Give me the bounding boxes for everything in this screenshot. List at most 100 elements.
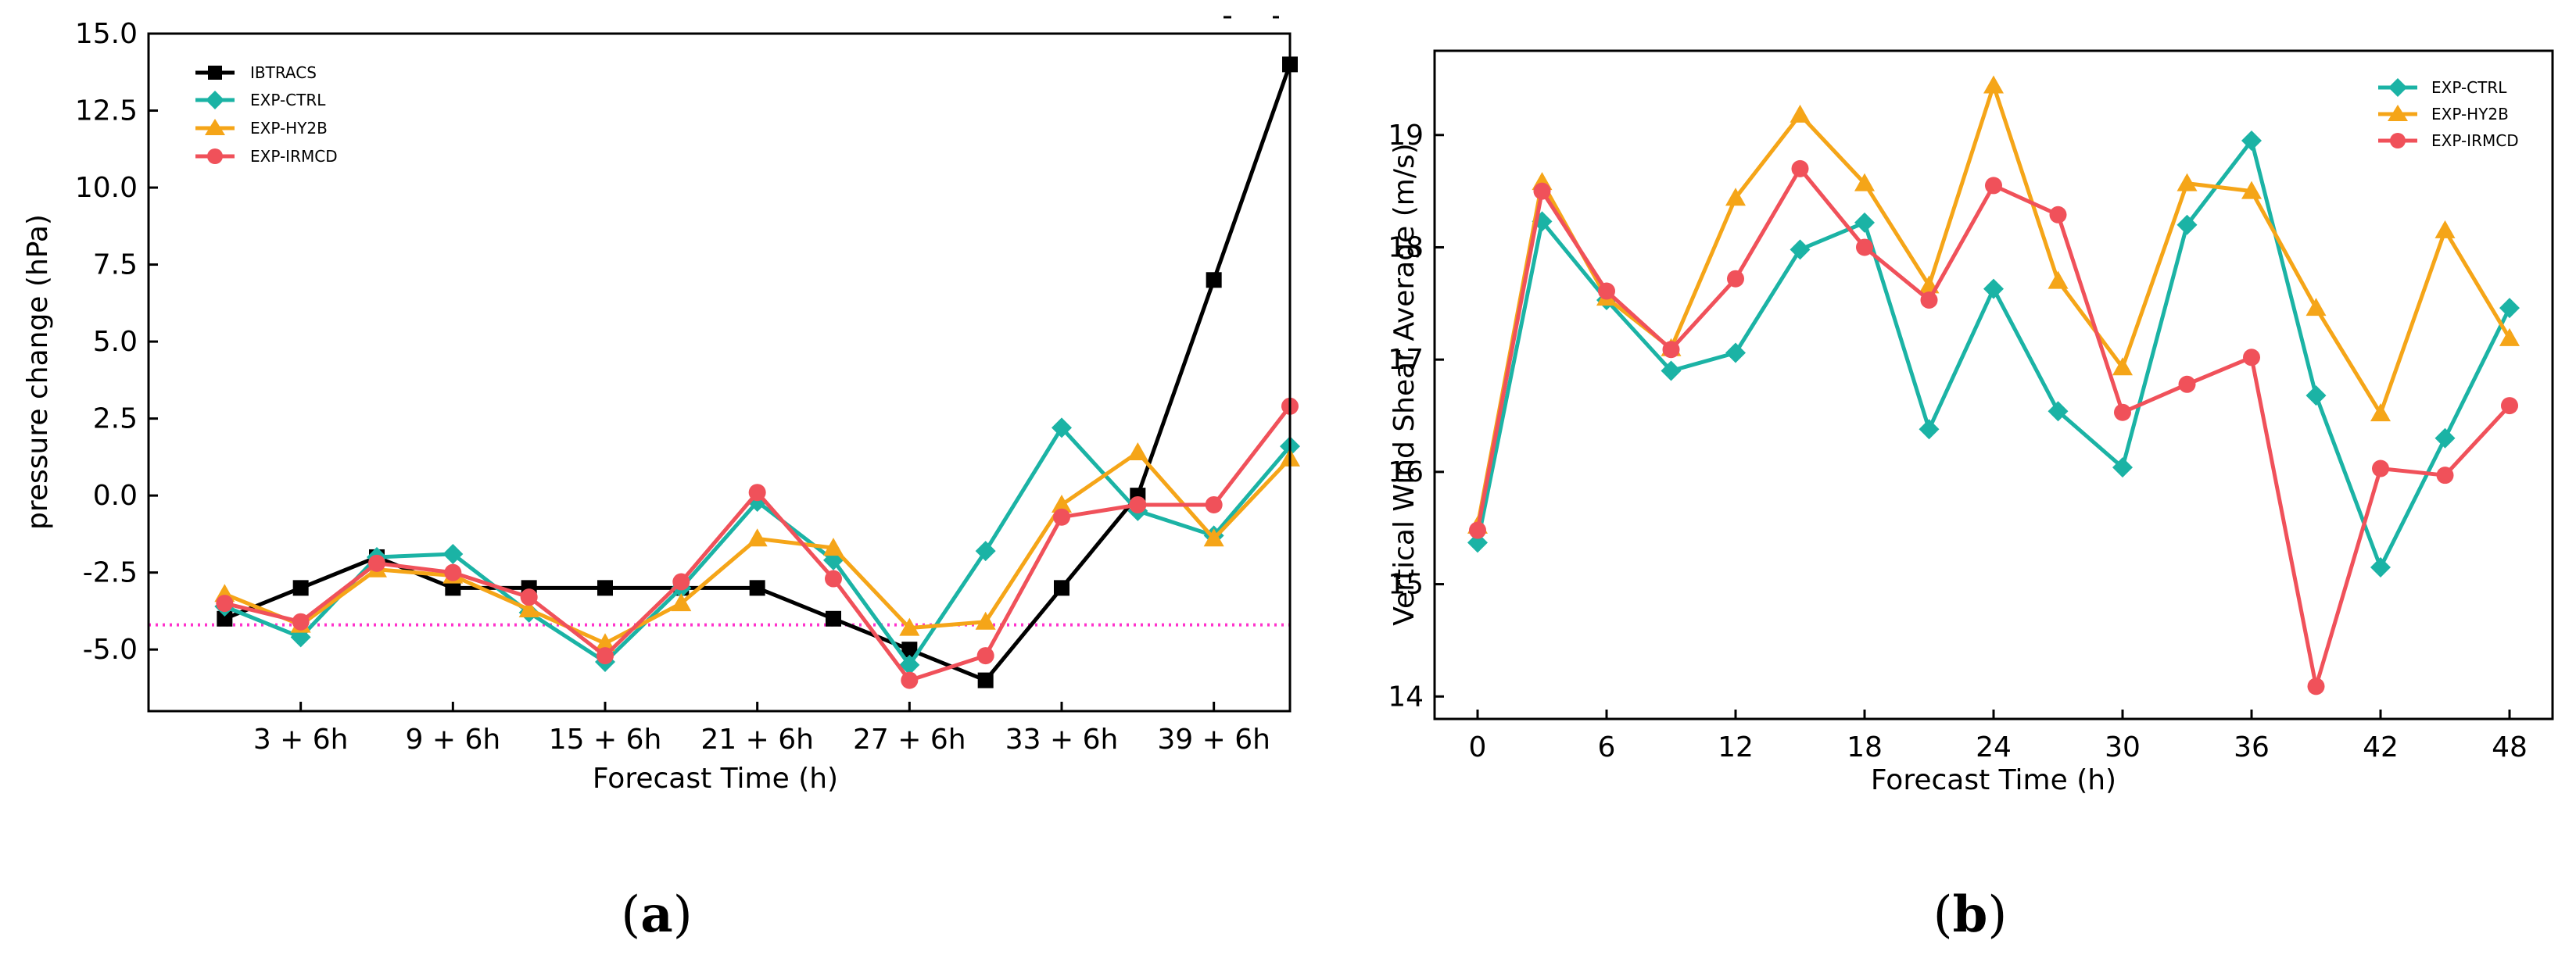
panel-a-x-axis-label: Forecast Time (h) [593, 763, 838, 795]
panel-a-y-tick-label: 0.0 [93, 480, 138, 512]
panel-a-y-tick-label: -2.5 [83, 557, 138, 589]
legend-label: EXP-HY2B [2431, 105, 2509, 123]
data-point-exp-irmcd [1129, 495, 1147, 513]
caption-open-paren: ( [1933, 886, 1953, 944]
panel-a-x-tick-label: 3 + 6h [253, 724, 349, 756]
data-point-ibtracs [292, 580, 309, 596]
panel-a-y-axis-label: pressure change (hPa) [22, 214, 54, 530]
data-point-exp-irmcd [368, 554, 385, 572]
data-point-exp-ctrl [1854, 212, 1875, 233]
data-point-exp-irmcd [1053, 508, 1070, 526]
data-point-exp-ctrl [975, 541, 996, 562]
panel-a-y-tick-label: 5.0 [93, 326, 138, 358]
legend-entry-exp-ctrl: EXP-CTRL [2378, 78, 2507, 97]
panel-b-series-exp-irmcd [1469, 159, 2518, 695]
data-point-exp-irmcd [2049, 206, 2067, 223]
legend-entry-exp-hy2b: EXP-HY2B [2378, 105, 2509, 123]
data-point-exp-irmcd [672, 573, 690, 591]
caption-close-paren: ) [673, 886, 693, 944]
caption-open-paren: ( [621, 886, 640, 944]
data-point-exp-hy2b [2177, 173, 2198, 191]
data-point-exp-hy2b [975, 611, 996, 630]
data-point-exp-ctrl [899, 654, 920, 675]
data-point-exp-ctrl [1725, 342, 1746, 363]
data-point-exp-hy2b [1725, 188, 1746, 206]
data-point-exp-irmcd [2178, 375, 2196, 393]
data-point-exp-irmcd [1205, 495, 1223, 513]
data-point-exp-irmcd [976, 647, 994, 665]
triangle-marker-icon [2388, 105, 2408, 121]
data-point-exp-ctrl [2241, 130, 2262, 151]
circle-marker-icon [207, 148, 223, 164]
panel-b-y-axis: 14 15 16 17 18 19 [1388, 120, 1444, 713]
panel-b-x-tick-label: 18 [1847, 731, 1883, 763]
caption-letter: a [640, 885, 672, 944]
caption-letter: b [1953, 885, 1988, 944]
panel-b-x-axis-label: Forecast Time (h) [1871, 764, 2116, 796]
panel-a-y-tick-label: 2.5 [93, 403, 138, 435]
legend-entry-exp-ctrl: EXP-CTRL [195, 91, 326, 109]
panel-b-legend: EXP-CTRL EXP-HY2B EXP-IRMCD [2378, 78, 2519, 150]
panel-a-legend: IBTRACS EXP-CTRL EXP-HY2B EXP-IRMCD [195, 63, 338, 166]
data-point-exp-ctrl [1052, 417, 1072, 438]
square-marker-icon [208, 66, 222, 80]
panel-a-x-tick-label: 21 + 6h [700, 724, 814, 756]
data-point-exp-ctrl [2434, 427, 2456, 449]
data-point-exp-ctrl [1790, 239, 1811, 260]
panel-b-plot-area [1467, 75, 2520, 695]
data-point-exp-ctrl [1919, 419, 1940, 440]
data-point-exp-ctrl [2177, 214, 2198, 235]
data-point-exp-ctrl [2306, 385, 2327, 406]
legend-entry-exp-irmcd: EXP-IRMCD [195, 147, 338, 166]
panel-a-x-tick-label: 15 + 6h [549, 724, 662, 756]
data-point-exp-irmcd [1985, 177, 2002, 195]
data-point-exp-irmcd [2307, 678, 2325, 695]
legend-entry-exp-irmcd: EXP-IRMCD [2378, 131, 2519, 150]
data-point-exp-hy2b [2370, 403, 2391, 422]
legend-label: EXP-CTRL [2431, 78, 2507, 97]
data-point-ibtracs [826, 610, 841, 627]
panel-b-x-tick-label: 6 [1598, 731, 1616, 763]
circle-marker-icon [2390, 133, 2406, 148]
data-point-exp-irmcd [1662, 341, 1680, 359]
panel-b-x-tick-label: 0 [1469, 731, 1487, 763]
data-point-ibtracs [1054, 580, 1069, 596]
panel-b-caption: (b) [1933, 885, 2008, 944]
data-point-exp-hy2b [2499, 327, 2520, 346]
data-point-exp-hy2b [2434, 220, 2456, 238]
data-point-exp-irmcd [1856, 238, 1873, 256]
data-point-exp-ctrl [2048, 401, 2069, 422]
panel-a-y-tick-label: 15.0 [75, 18, 138, 50]
panel-a-x-tick-label: 27 + 6h [853, 724, 966, 756]
panel-b-x-tick-label: 36 [2234, 731, 2270, 763]
data-point-exp-irmcd [216, 595, 234, 613]
data-point-exp-irmcd [825, 570, 842, 588]
data-point-exp-hy2b [1203, 528, 1224, 547]
panel-b-x-axis: 0 6 12 18 24 30 36 42 48 [1469, 710, 2528, 763]
data-point-exp-hy2b [1790, 104, 1811, 123]
data-point-exp-irmcd [2243, 349, 2260, 367]
legend-entry-ibtracs: IBTRACS [195, 63, 317, 82]
panel-a-pressure-change: 15.0 12.5 10.0 7.5 5.0 2.5 0.0 -2.5 -5.0 3 + 6h 9… [22, 16, 1300, 795]
panel-b-y-tick-label: 16 [1388, 456, 1424, 488]
data-point-exp-ctrl [2370, 557, 2391, 578]
data-point-exp-hy2b [899, 617, 920, 636]
panel-a-y-axis: 15.0 12.5 10.0 7.5 5.0 2.5 0.0 -2.5 -5.0 [75, 18, 158, 666]
data-point-ibtracs [445, 580, 461, 596]
legend-label: IBTRACS [250, 63, 317, 82]
legend-label: EXP-IRMCD [250, 147, 338, 166]
panel-a-y-tick-label: 7.5 [93, 249, 138, 281]
panel-a-series-exp-irmcd [216, 397, 1299, 689]
data-point-exp-hy2b [1854, 173, 1875, 191]
panel-b-x-tick-label: 42 [2363, 731, 2399, 763]
diamond-marker-icon [2388, 78, 2407, 97]
data-point-ibtracs [749, 580, 765, 596]
panel-b-series-exp-ctrl [1467, 130, 2520, 578]
triangle-marker-icon [205, 119, 225, 135]
data-point-exp-irmcd [2436, 467, 2454, 484]
panel-b-y-axis-label: Vertical Wind Shear Average (m/s) [1388, 143, 1421, 626]
data-point-exp-ctrl [442, 544, 464, 565]
data-point-exp-hy2b [747, 528, 768, 547]
panel-a-x-axis: 3 + 6h 9 + 6h 15 + 6h 21 + 6h 27 + 6h 33 + 6h… [253, 702, 1270, 756]
data-point-ibtracs [977, 672, 994, 688]
